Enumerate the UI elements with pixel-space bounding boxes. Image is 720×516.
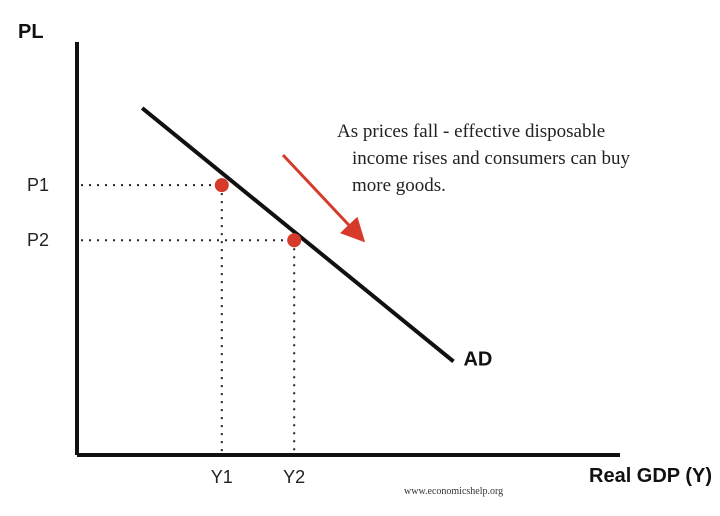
watermark: www.economicshelp.org bbox=[404, 486, 503, 497]
equilibrium-point-1 bbox=[214, 178, 229, 193]
tick-label-y1: Y1 bbox=[211, 467, 233, 487]
tick-label-p2: P2 bbox=[27, 230, 49, 250]
annotation-line-1: As prices fall - effective disposable bbox=[337, 121, 605, 142]
tick-label-p1: P1 bbox=[27, 175, 49, 195]
annotation-line-3: more goods. bbox=[352, 175, 446, 196]
tick-label-y2: Y2 bbox=[283, 467, 305, 487]
equilibrium-point-2 bbox=[287, 233, 302, 248]
annotation-line-2: income rises and consumers can buy bbox=[352, 148, 631, 169]
x-axis-label: Real GDP (Y) bbox=[589, 465, 712, 487]
price-fall-arrow bbox=[281, 153, 366, 243]
ad-curve-label: AD bbox=[463, 348, 492, 370]
y-axis-label: PL bbox=[18, 21, 44, 43]
